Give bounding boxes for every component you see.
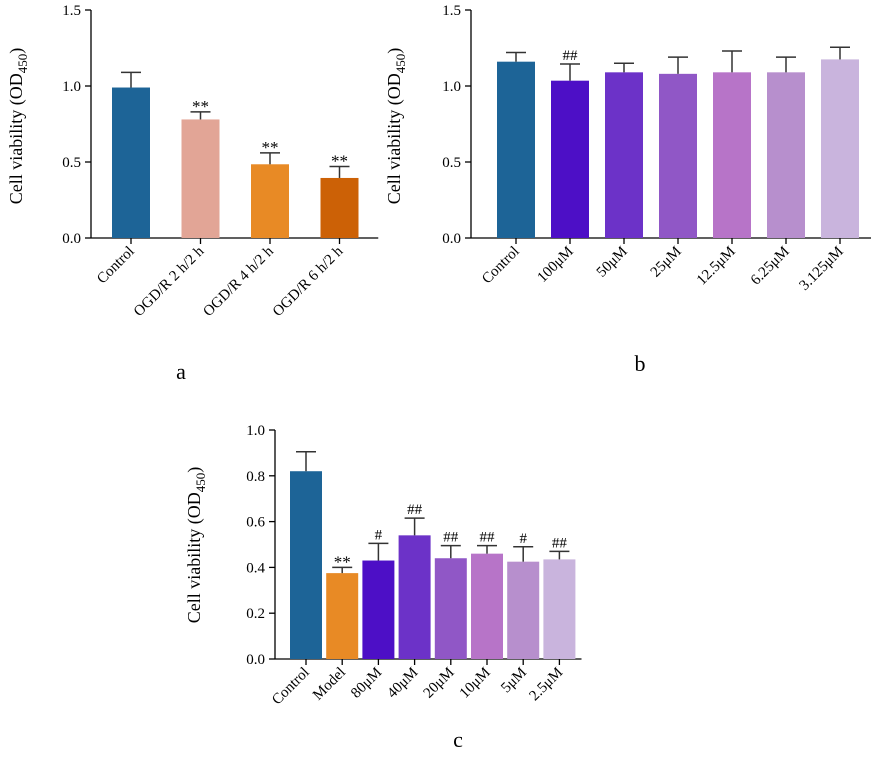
bar-25μM xyxy=(659,73,697,238)
y-tick-label: 1.0 xyxy=(62,79,81,95)
y-axis-title-main: Cell viability (OD xyxy=(184,492,205,623)
significance-marker: ## xyxy=(563,48,579,64)
x-tick-label: OGD/R 2 h/2 h xyxy=(131,243,208,320)
y-axis-title: Cell viability (OD450) xyxy=(6,48,30,204)
bar-OGD/R 4 h/2 h xyxy=(251,164,289,238)
chart-panel-a: 0.0 0.5 1.0 1.5 Cell viability (OD450) Contro… xyxy=(6,3,379,384)
bar-Control xyxy=(112,87,150,239)
x-tick-label: Model xyxy=(310,665,349,704)
bar-5μM xyxy=(507,561,540,659)
bar-10μM xyxy=(471,553,503,659)
significance-marker: ## xyxy=(480,530,496,546)
bar-OGD/R 6 h/2 h xyxy=(320,177,359,238)
chart-panel-c: 0.0 0.2 0.4 0.6 0.8 1.0 Cell viability (OD450)… xyxy=(184,423,582,752)
bar-2.5μM xyxy=(543,559,576,659)
y-tick-label: 0.5 xyxy=(442,155,461,171)
x-tick-label: 12.5μM xyxy=(694,244,739,289)
bar-OGD/R 2 h/2 h xyxy=(181,119,220,238)
bar-80μM xyxy=(362,560,395,659)
x-tick-label: 100μM xyxy=(534,244,576,286)
bar-Model xyxy=(326,573,359,659)
significance-marker: ## xyxy=(407,502,423,518)
y-axis-title: Cell viability (OD450) xyxy=(384,48,408,204)
bar-12.5μM xyxy=(713,72,751,238)
bar-20μM xyxy=(434,558,467,659)
y-tick-label: 0.5 xyxy=(62,155,81,171)
x-tick-label: 40μM xyxy=(384,665,421,702)
significance-marker: ** xyxy=(331,152,348,171)
y-axis-title-subscript: 450 xyxy=(15,54,30,74)
x-tick-label: 6.25μM xyxy=(748,244,793,289)
x-tick-label: Control xyxy=(269,665,313,709)
x-tick-label: 3.125μM xyxy=(797,244,847,294)
y-axis-title-close: ) xyxy=(384,48,405,54)
x-tick-label: 20μM xyxy=(421,665,458,702)
y-axis-title-subscript: 450 xyxy=(393,54,408,74)
bar-50μM xyxy=(605,72,643,238)
x-tick-label: Control xyxy=(479,244,523,288)
significance-marker: ## xyxy=(443,530,459,546)
y-tick-label: 0.2 xyxy=(246,606,265,622)
x-tick-label: 2.5μM xyxy=(527,665,567,705)
y-tick-label: 0.0 xyxy=(246,652,265,668)
x-tick-label: 10μM xyxy=(457,665,494,702)
x-tick-label: OGD/R 6 h/2 h xyxy=(270,243,347,320)
significance-marker: # xyxy=(375,527,383,543)
panel-label: b xyxy=(635,351,646,376)
x-tick-label: OGD/R 4 h/2 h xyxy=(200,243,277,320)
x-tick-label: Control xyxy=(94,244,138,288)
bar-100μM xyxy=(551,80,589,239)
bar-6.25μM xyxy=(767,72,805,238)
panel-label: a xyxy=(176,359,186,384)
y-tick-label: 1.5 xyxy=(442,3,461,19)
y-axis-title-subscript: 450 xyxy=(193,473,208,493)
x-tick-label: 50μM xyxy=(594,244,631,281)
y-axis-title-main: Cell viability (OD xyxy=(384,73,405,204)
x-tick-label: 5μM xyxy=(498,665,530,697)
y-tick-label: 0.4 xyxy=(246,560,265,576)
significance-marker: ** xyxy=(334,552,351,571)
bar-40μM xyxy=(398,535,431,659)
y-axis-title-main: Cell viability (OD xyxy=(6,73,27,204)
y-tick-label: 0.8 xyxy=(246,469,265,485)
bar-Control xyxy=(290,471,322,659)
x-tick-label: 25μM xyxy=(648,244,685,281)
y-axis-title-close: ) xyxy=(6,48,27,54)
chart-panel-b: 0.0 0.5 1.0 1.5 Cell viability (OD450) Contro… xyxy=(384,3,871,376)
significance-marker: # xyxy=(519,531,527,547)
y-axis-title-close: ) xyxy=(184,467,205,473)
significance-marker: ** xyxy=(192,97,209,116)
y-tick-label: 1.0 xyxy=(442,79,461,95)
x-tick-label: 80μM xyxy=(348,665,385,702)
significance-marker: ** xyxy=(262,138,279,157)
y-axis-title: Cell viability (OD450) xyxy=(184,467,208,623)
bar-Control xyxy=(497,61,535,239)
y-tick-label: 0.0 xyxy=(62,231,81,247)
significance-marker: ## xyxy=(552,535,568,551)
panel-label: c xyxy=(453,727,463,752)
y-tick-label: 1.5 xyxy=(62,3,81,19)
bar-3.125μM xyxy=(821,59,859,239)
y-tick-label: 0.6 xyxy=(246,515,265,531)
y-tick-label: 1.0 xyxy=(246,423,265,439)
y-tick-label: 0.0 xyxy=(442,231,461,247)
